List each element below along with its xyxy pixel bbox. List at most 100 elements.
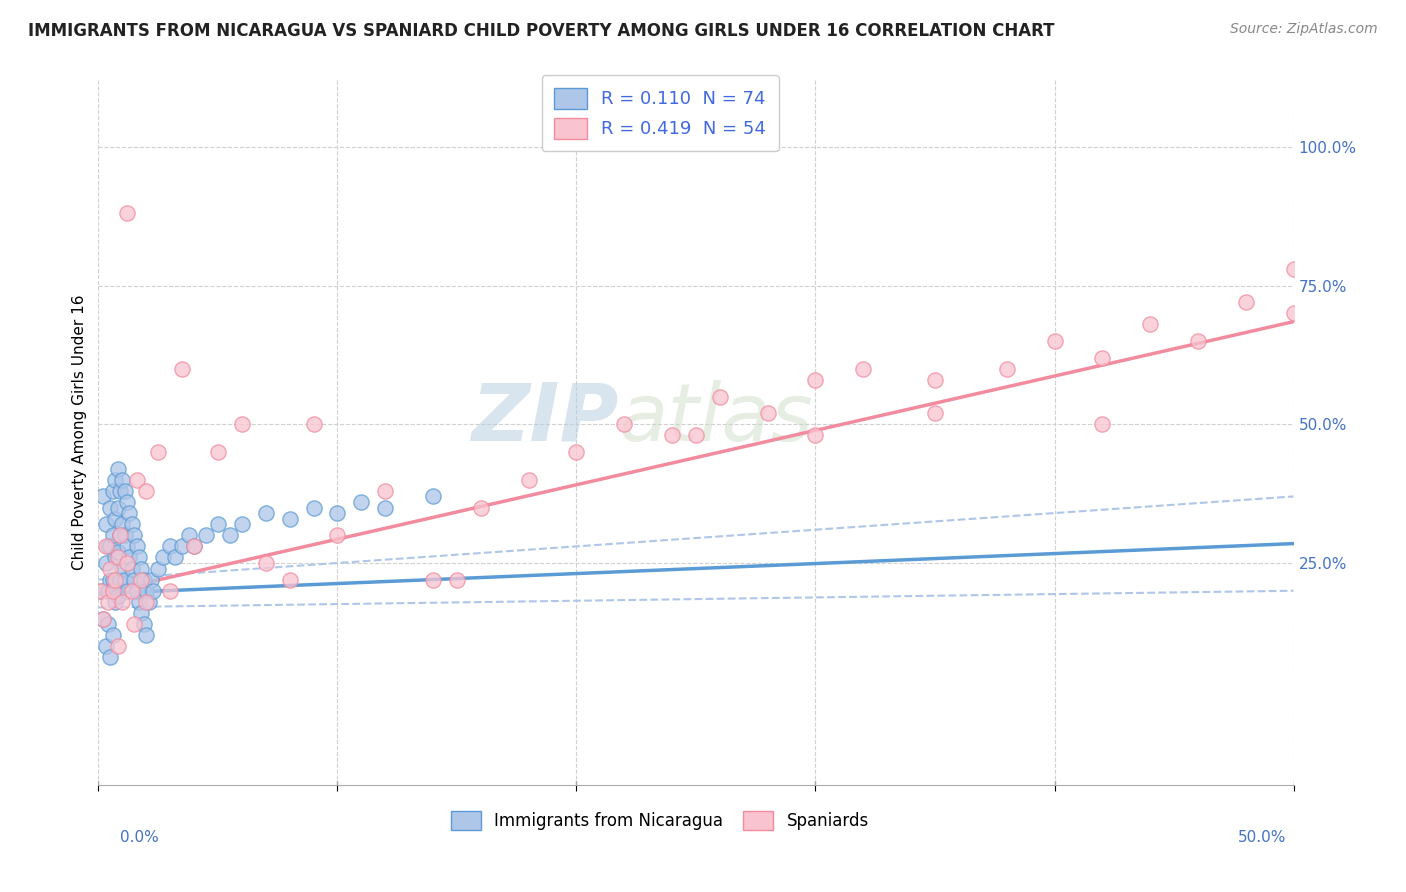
Point bbox=[422, 490, 444, 504]
Point bbox=[302, 417, 325, 432]
Point bbox=[254, 556, 277, 570]
Point bbox=[115, 556, 138, 570]
Text: Source: ZipAtlas.com: Source: ZipAtlas.com bbox=[1230, 22, 1378, 37]
Text: IMMIGRANTS FROM NICARAGUA VS SPANIARD CHILD POVERTY AMONG GIRLS UNDER 16 CORRELA: IMMIGRANTS FROM NICARAGUA VS SPANIARD CH… bbox=[28, 22, 1054, 40]
Point bbox=[326, 528, 349, 542]
Point bbox=[326, 506, 349, 520]
Point bbox=[219, 528, 242, 542]
Point bbox=[1139, 318, 1161, 332]
Point bbox=[104, 473, 127, 487]
Point bbox=[124, 573, 146, 587]
Point bbox=[128, 550, 150, 565]
Point bbox=[565, 445, 588, 459]
Point bbox=[231, 517, 253, 532]
Point bbox=[107, 461, 129, 475]
Point bbox=[115, 540, 138, 554]
Point bbox=[924, 373, 946, 387]
Point bbox=[131, 561, 153, 575]
Point bbox=[1043, 334, 1066, 348]
Point bbox=[97, 595, 120, 609]
Point bbox=[98, 500, 122, 515]
Point bbox=[111, 561, 134, 575]
Point bbox=[179, 528, 201, 542]
Point bbox=[115, 495, 138, 509]
Point bbox=[685, 428, 707, 442]
Point bbox=[207, 517, 229, 532]
Point bbox=[107, 500, 129, 515]
Point bbox=[125, 540, 148, 554]
Point bbox=[148, 561, 170, 575]
Point bbox=[94, 540, 117, 554]
Point bbox=[104, 573, 127, 587]
Point bbox=[124, 528, 146, 542]
Point bbox=[152, 550, 174, 565]
Legend: Immigrants from Nicaragua, Spaniards: Immigrants from Nicaragua, Spaniards bbox=[441, 801, 879, 840]
Point bbox=[108, 528, 131, 542]
Point bbox=[114, 483, 136, 498]
Point bbox=[90, 583, 112, 598]
Point bbox=[107, 590, 129, 604]
Point bbox=[101, 583, 124, 598]
Point bbox=[756, 406, 779, 420]
Point bbox=[1234, 295, 1257, 310]
Point bbox=[278, 573, 301, 587]
Point bbox=[97, 617, 120, 632]
Point bbox=[350, 495, 373, 509]
Point bbox=[517, 473, 540, 487]
Point bbox=[924, 406, 946, 420]
Point bbox=[121, 561, 143, 575]
Point bbox=[118, 550, 141, 565]
Point bbox=[125, 473, 148, 487]
Point bbox=[108, 573, 131, 587]
Point bbox=[207, 445, 229, 459]
Point bbox=[121, 583, 143, 598]
Point bbox=[121, 517, 143, 532]
Point bbox=[1187, 334, 1209, 348]
Point bbox=[91, 490, 114, 504]
Point bbox=[94, 517, 117, 532]
Point bbox=[132, 573, 155, 587]
Point bbox=[804, 373, 827, 387]
Point bbox=[115, 206, 138, 220]
Point bbox=[661, 428, 683, 442]
Point bbox=[231, 417, 253, 432]
Point bbox=[132, 617, 155, 632]
Point bbox=[135, 483, 157, 498]
Point bbox=[128, 595, 150, 609]
Point bbox=[98, 573, 122, 587]
Point bbox=[131, 573, 153, 587]
Point bbox=[98, 540, 122, 554]
Point bbox=[97, 540, 120, 554]
Point bbox=[111, 517, 134, 532]
Point bbox=[111, 473, 134, 487]
Text: ZIP: ZIP bbox=[471, 379, 619, 458]
Point bbox=[422, 573, 444, 587]
Point bbox=[91, 611, 114, 625]
Point bbox=[138, 595, 160, 609]
Point bbox=[709, 390, 731, 404]
Point bbox=[148, 445, 170, 459]
Point bbox=[1091, 351, 1114, 365]
Point bbox=[124, 617, 146, 632]
Point bbox=[135, 628, 157, 642]
Y-axis label: Child Poverty Among Girls Under 16: Child Poverty Among Girls Under 16 bbox=[72, 295, 87, 570]
Point bbox=[159, 540, 181, 554]
Point bbox=[470, 500, 492, 515]
Point bbox=[90, 583, 112, 598]
Point bbox=[108, 483, 131, 498]
Point bbox=[94, 639, 117, 653]
Point bbox=[107, 545, 129, 559]
Point bbox=[1282, 306, 1305, 320]
Point bbox=[195, 528, 218, 542]
Point bbox=[446, 573, 468, 587]
Point bbox=[1091, 417, 1114, 432]
Point bbox=[804, 428, 827, 442]
Point bbox=[139, 573, 162, 587]
Point bbox=[1282, 261, 1305, 276]
Point bbox=[101, 483, 124, 498]
Point bbox=[91, 611, 114, 625]
Point bbox=[104, 550, 127, 565]
Point bbox=[104, 595, 127, 609]
Point bbox=[97, 583, 120, 598]
Point bbox=[374, 483, 396, 498]
